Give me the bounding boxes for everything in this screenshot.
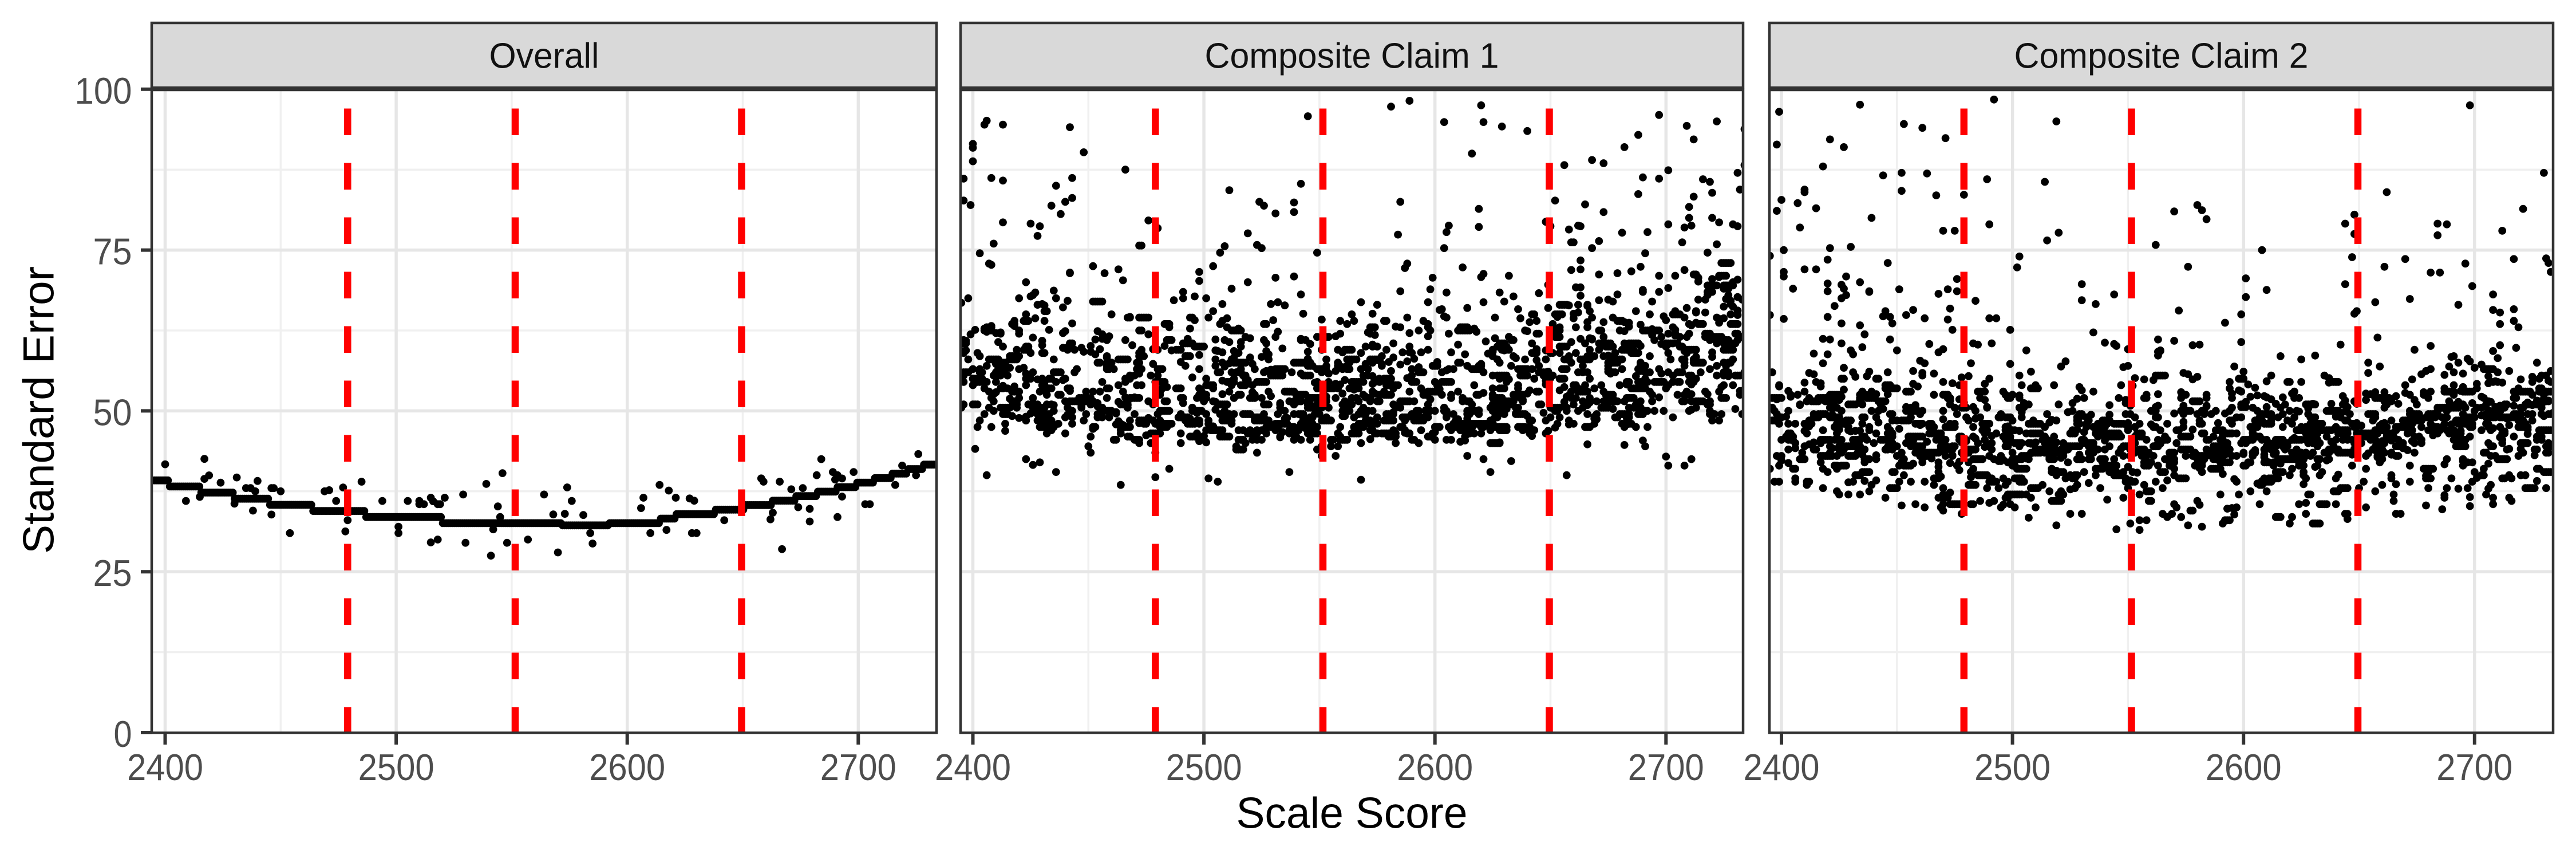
- svg-text:2600: 2600: [589, 746, 665, 788]
- svg-text:2500: 2500: [1166, 746, 1242, 788]
- svg-text:Overall: Overall: [489, 37, 599, 76]
- svg-text:2500: 2500: [358, 746, 434, 788]
- svg-text:2500: 2500: [1974, 746, 2050, 788]
- svg-text:25: 25: [93, 552, 132, 594]
- svg-text:Standard Error: Standard Error: [15, 266, 64, 554]
- svg-text:50: 50: [93, 391, 132, 433]
- svg-text:2600: 2600: [1397, 746, 1473, 788]
- svg-text:2700: 2700: [820, 746, 896, 788]
- svg-text:Scale Score: Scale Score: [1236, 789, 1468, 838]
- svg-text:Composite Claim 1: Composite Claim 1: [1205, 37, 1499, 76]
- svg-text:2400: 2400: [1744, 746, 1820, 788]
- svg-text:Composite Claim 2: Composite Claim 2: [2014, 37, 2309, 76]
- svg-text:2400: 2400: [935, 746, 1011, 788]
- svg-text:100: 100: [75, 70, 132, 112]
- svg-text:2600: 2600: [2206, 746, 2282, 788]
- svg-text:2400: 2400: [127, 746, 203, 788]
- svg-text:75: 75: [93, 231, 132, 273]
- svg-text:0: 0: [114, 713, 132, 755]
- svg-text:2700: 2700: [1628, 746, 1704, 788]
- svg-text:2700: 2700: [2436, 746, 2512, 788]
